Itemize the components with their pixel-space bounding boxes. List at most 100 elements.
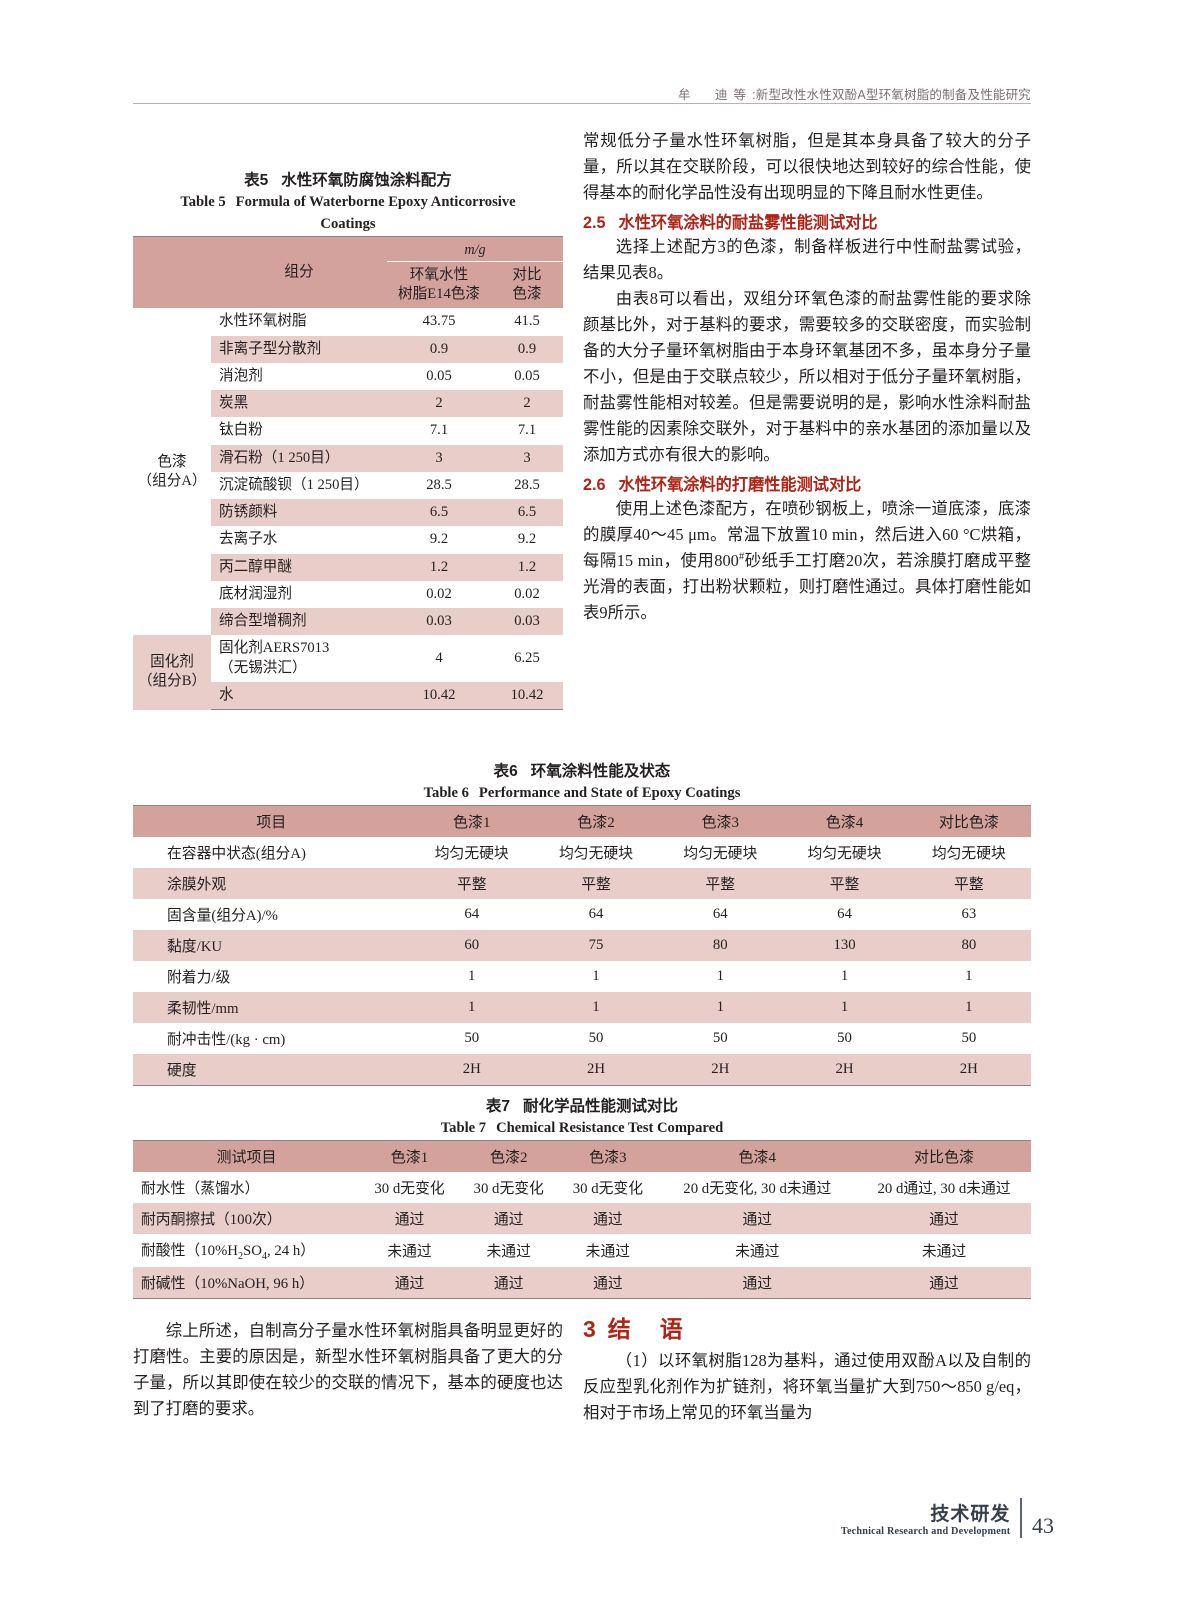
table7: 测试项目 色漆1 色漆2 色漆3 色漆4 对比色漆 耐水性（蒸馏水） 30 d无… [133,1140,1031,1300]
table5-row7-v1: 6.5 [429,504,449,521]
table6-row1-item: 涂膜外观 [167,877,227,894]
table6-row6-v0: 50 [464,1030,480,1047]
table6-row6-v3: 50 [837,1030,852,1047]
table5-row10-name: 底材润湿剂 [219,585,292,602]
table-row: 耐水性（蒸馏水） 30 d无变化 30 d无变化 30 d无变化 20 d无变化… [133,1172,1031,1204]
section-2-5-title: 水性环氧涂料的耐盐雾性能测试对比 [618,214,878,232]
table5-row10-v1: 0.02 [426,585,452,602]
table5-row5-name: 滑石粉（1 250目） [219,449,340,466]
table7-row2-item-sub1: 2 [238,1251,244,1263]
table5-header-col2: 对比 色漆 [491,261,563,309]
table6-row7-item: 硬度 [133,1054,410,1087]
table5-caption: 表5 水性环氧防腐蚀涂料配方 Table 5 Formula of Waterbor… [133,169,563,236]
table6-row4-v0: 1 [468,968,476,985]
page-number: 43 [1032,1513,1054,1538]
footer-divider [1020,1498,1022,1538]
table7-row0-v1: 30 d无变化 [473,1181,544,1198]
table6-row3-v0: 60 [464,937,480,954]
section-2-6-title: 水性环氧涂料的打磨性能测试对比 [618,476,862,494]
table6-row1-v0: 平整 [456,877,487,894]
table7-row3-v4: 通过 [857,1267,1031,1300]
table7-row0-v0: 30 d无变化 [374,1181,445,1198]
paragraph-4-part-b: 砂纸手工打磨20次，若涂膜打磨成平整光滑的表面，打出粉状颗粒，则打磨性通过。具体… [583,551,1032,622]
running-head-author: 牟 迪等 [678,88,753,102]
table7-caption: 表7 耐化学品性能测试对比 Table 7 Chemical Resistance … [133,1095,1031,1140]
table7-row0-v4: 20 d通过, 30 d未通过 [877,1181,1011,1198]
table5-header-col1-line2: 树脂E14色漆 [398,286,480,303]
table6-row1-v4: 平整 [954,877,984,894]
table6-row4-v4: 1 [965,968,973,985]
table5-row1-v1: 0.9 [429,340,449,357]
table6-row1-v3: 平整 [829,877,860,894]
table7-caption-en-num: Table 7 [440,1120,487,1137]
table6-row0-v1: 均匀无硬块 [559,846,633,863]
table-row: 柔韧性/mm 1 1 1 1 1 [133,992,1031,1024]
table7-row3-v1: 通过 [459,1267,559,1300]
table6-col-4: 色漆4 [782,805,907,838]
table5-header-blank [133,236,211,309]
table5-header-component: 组分 [211,236,387,309]
table7-row1-item: 耐丙酮擦拭（100次） [141,1212,282,1229]
table6-row0-v4: 均匀无硬块 [931,846,1006,863]
table6-row4-v1: 1 [592,968,600,985]
table5-caption-cn-text: 水性环氧防腐蚀涂料配方 [281,172,452,189]
table6-row4-item: 附着力/级 [167,970,231,987]
table6-row2-v3: 64 [837,906,852,923]
table7-caption-cn-text: 耐化学品性能测试对比 [523,1098,679,1115]
table5-header-row-cols: 环氧水性 树脂E14色漆 对比 色漆 [133,261,563,309]
table5-row2-v2: 0.05 [514,367,540,384]
table-row: 固含量(组分A)/% 64 64 64 64 63 [133,899,1031,931]
table7-col-5: 对比色漆 [857,1140,1031,1173]
table5-header-row-unit: 组分 m/g [133,236,563,309]
table6-caption-en-num: Table 6 [423,785,469,802]
table6-row7-v4: 2H [906,1054,1031,1087]
paragraph-4-superscript: # [738,551,745,563]
table5-row12-v1: 4 [435,649,443,666]
table6-block: 表6 环氧涂料性能及状态 Table 6 Performance and State… [133,760,1031,1087]
page-footer: 技术研发 Technical Research and Development … [841,1498,1054,1538]
table5-caption-en-text2: Coatings [320,216,376,233]
table6-row7-v1: 2H [533,1054,659,1087]
table-row: 色漆 （组分A） 水性环氧树脂 43.75 41.5 [133,308,563,489]
table5-caption-en-text: Formula of Waterborne Epoxy Anticorrosiv… [235,194,516,211]
table6-caption-en-text: Performance and State of Epoxy Coatings [478,785,741,802]
table6-row3-v2: 80 [712,937,728,954]
table7-row0-v3: 20 d无变化, 30 d未通过 [683,1181,832,1198]
table5: 组分 m/g 环氧水性 树脂E14色漆 对比 色漆 [133,236,563,711]
table7-block: 表7 耐化学品性能测试对比 Table 7 Chemical Resistance … [133,1095,1031,1300]
table6-row7-v0: 2H [409,1054,534,1087]
table6-row2-v0: 64 [464,906,480,923]
table5-row3-name: 炭黑 [219,395,249,412]
table5-row2-name: 消泡剂 [219,367,263,384]
table5-row4-name: 钛白粉 [219,422,263,439]
table7-row2-v0: 未通过 [387,1244,432,1261]
table-row: 固化剂 （组分B） 固化剂AERS7013 （无锡洪汇） 4 6.25 [133,635,563,710]
table6-row3-v1: 75 [588,937,604,954]
table7-col-0: 测试项目 [133,1140,360,1173]
table5-row12-v2: 6.25 [514,649,540,666]
table-row: 附着力/级 1 1 1 1 1 [133,961,1031,993]
table5-row7-name: 防锈颜料 [219,504,278,521]
section-2-6-number: 2.6 [583,476,606,494]
table5-row9-v1: 1.2 [429,558,449,575]
table6-row5-v2: 1 [716,999,724,1016]
table-row: 硬度 2H 2H 2H 2H 2H [133,1054,1031,1087]
table6-row0-v2: 均匀无硬块 [683,846,758,863]
table5-row1-v2: 0.9 [517,340,537,357]
table6-row3-v3: 130 [833,937,856,954]
table5-row6-v2: 28.5 [514,476,540,493]
table6-row7-v3: 2H [782,1054,907,1087]
table5-row3-v2: 2 [523,395,531,412]
table5-group-b-label: 固化剂 （组分B） [133,635,211,710]
table6-caption-cn-text: 环氧涂料性能及状态 [530,763,671,780]
table6-row2-v2: 64 [712,906,728,923]
table5-row1-name: 非离子型分散剂 [219,340,322,357]
paragraph-1: 常规低分子量水性环氧树脂，但是其本身具备了较大的分子量，所以其在交联阶段，可以很… [583,131,1031,202]
table6-col-5: 对比色漆 [906,805,1031,838]
table6-row5-v3: 1 [840,999,849,1016]
table7-row2-item: 耐酸性（10%H2SO4, 24 h） [133,1234,360,1267]
section-2-5-number: 2.5 [583,214,606,232]
table7-row0-item: 耐水性（蒸馏水） [141,1181,260,1198]
table6-row6-v2: 50 [712,1030,728,1047]
